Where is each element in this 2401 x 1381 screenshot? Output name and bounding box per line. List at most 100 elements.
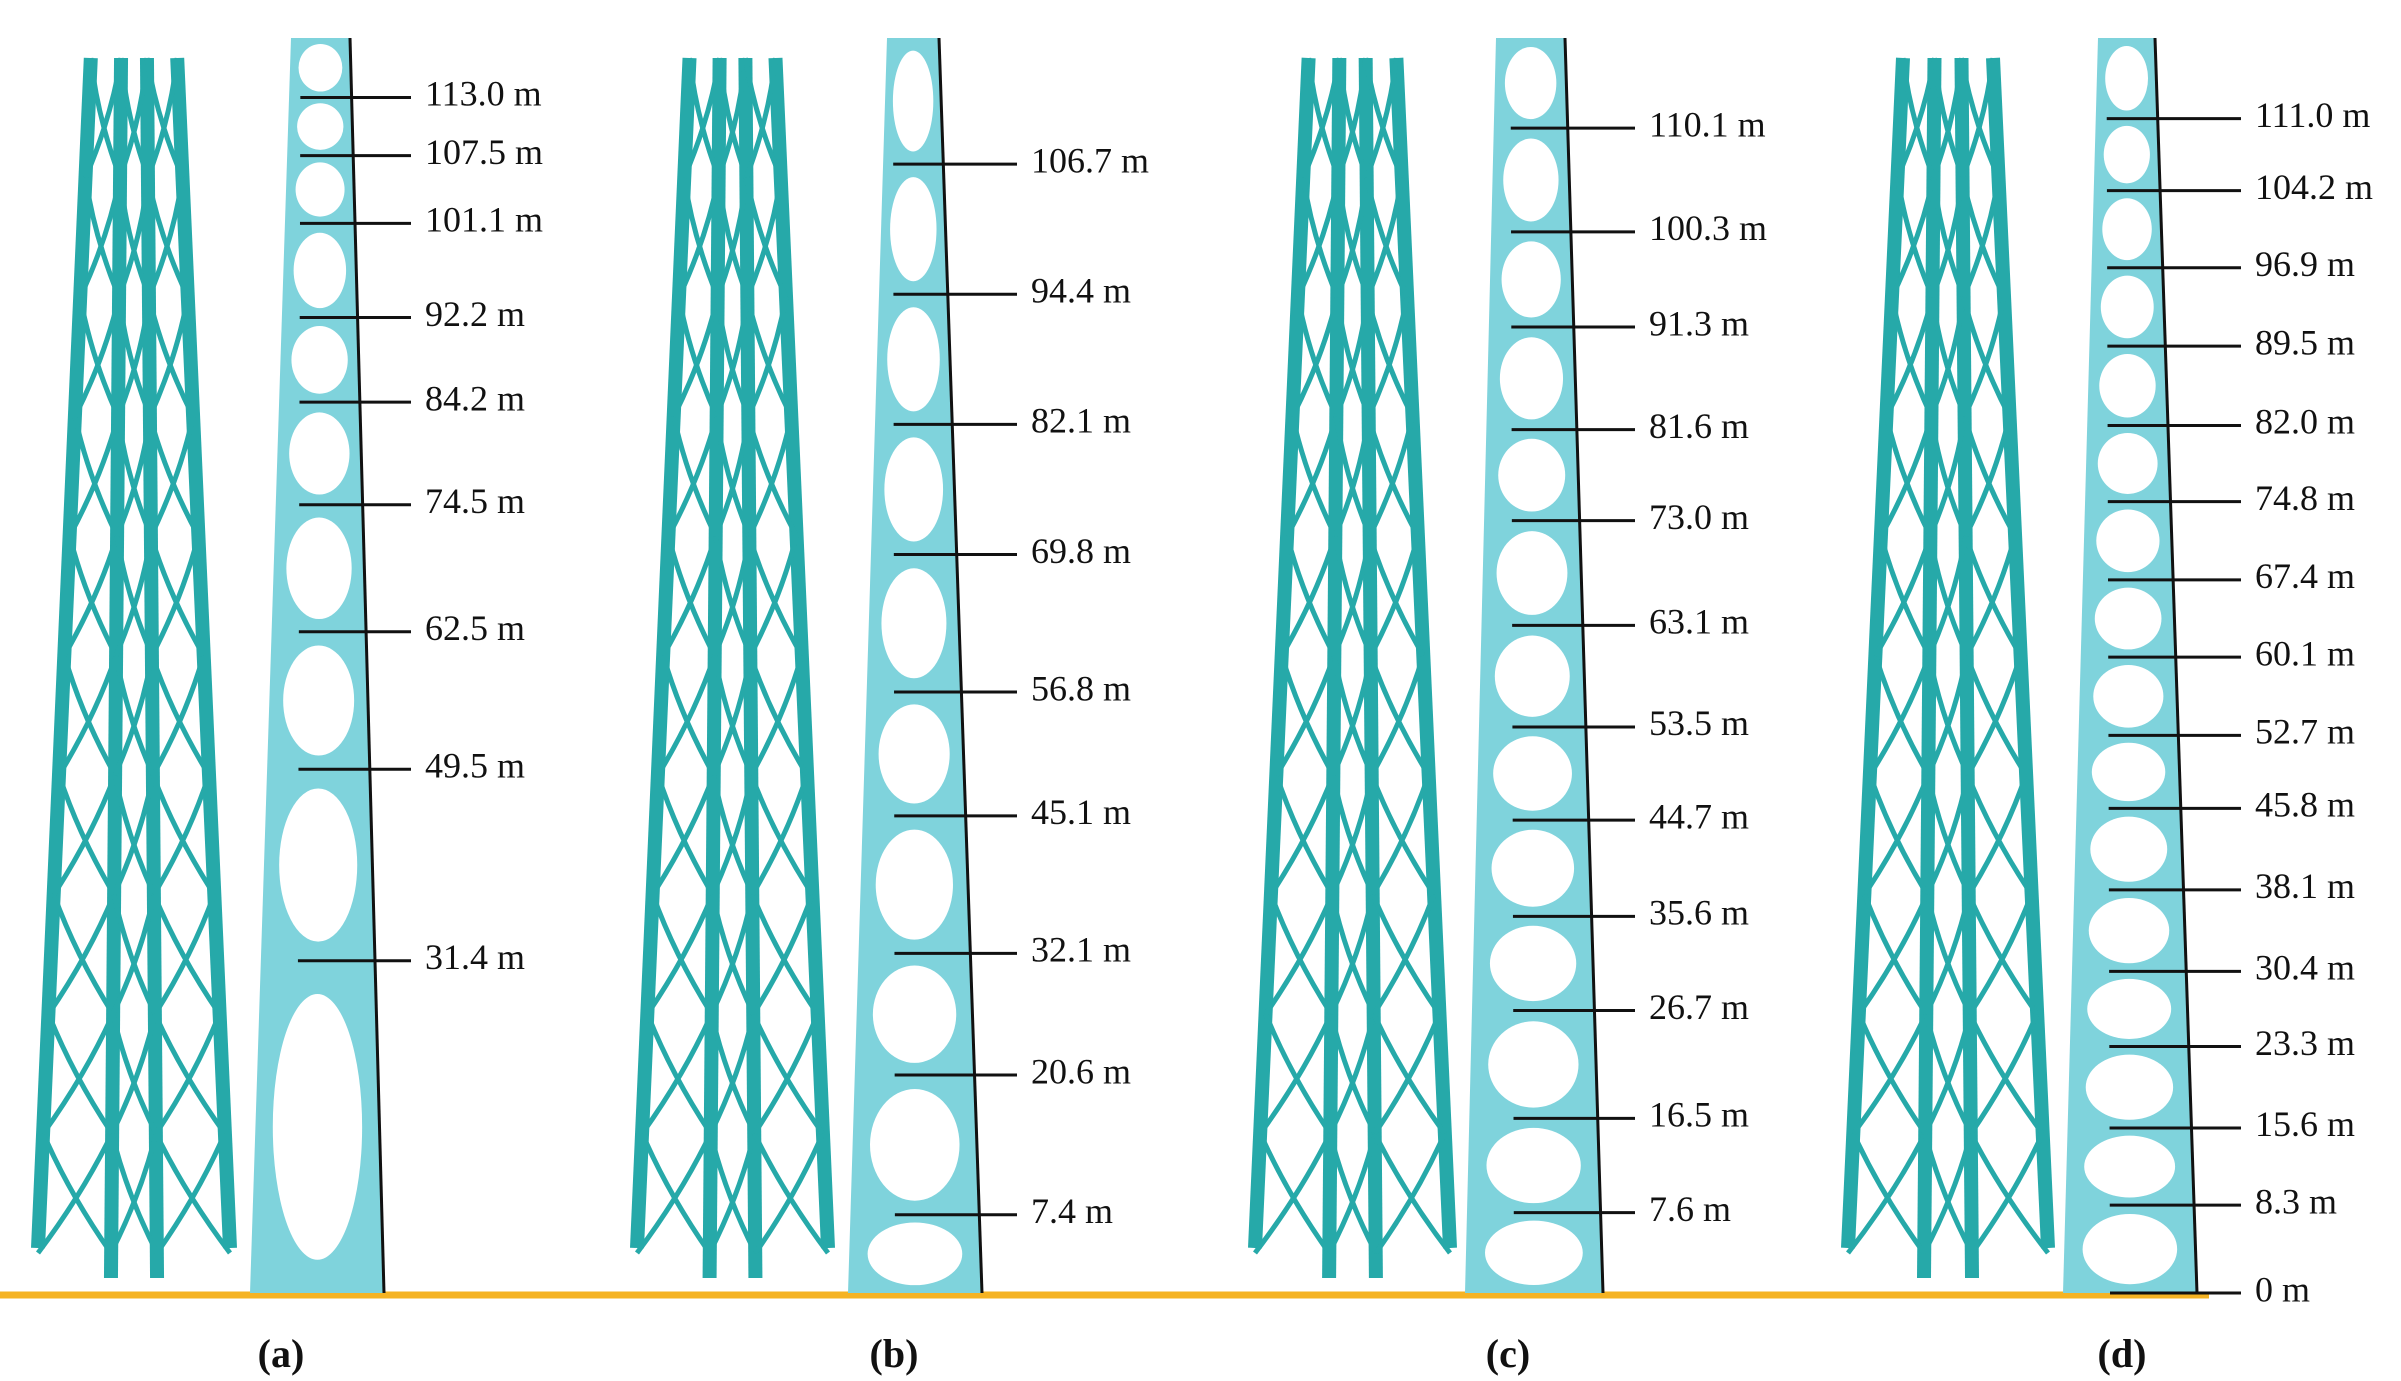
tower-brace <box>1900 57 1936 179</box>
tower-brace <box>114 535 155 657</box>
tower-brace <box>745 415 799 538</box>
tower-brace <box>1335 57 1369 179</box>
level-label: 74.8 m <box>2255 478 2355 518</box>
tower-brace <box>1327 1132 1379 1255</box>
tower-brace <box>1306 57 1341 179</box>
tower-brace <box>145 177 191 299</box>
level-label: 110.1 m <box>1649 104 1766 144</box>
tower-brace <box>655 774 715 896</box>
level-label: 104.2 m <box>2255 167 2373 207</box>
tower-brace <box>83 57 124 179</box>
tower-brace <box>1332 535 1374 657</box>
tower-brace <box>713 416 751 537</box>
tower-brace <box>146 296 196 418</box>
tower-brace <box>1965 774 2034 896</box>
tower-brace <box>1268 774 1336 896</box>
elevation-edge <box>937 37 984 1294</box>
tower-brace <box>1364 176 1410 299</box>
elevation-hole <box>1499 337 1564 420</box>
tower-brace <box>111 774 156 896</box>
tower-brace <box>51 774 118 896</box>
elevation-hole <box>2084 1135 2176 1198</box>
level-label: 0 m <box>2255 1269 2310 1309</box>
tower-brace <box>1367 535 1426 657</box>
elevation-hole <box>2085 1054 2174 1120</box>
tower-brace <box>639 1132 712 1255</box>
tower-brace <box>153 1132 232 1255</box>
tower-brace <box>752 1013 820 1135</box>
tower-brace <box>1923 893 1972 1016</box>
tower-brace <box>114 416 153 537</box>
tower-brace <box>1922 1013 1973 1135</box>
tower-brace <box>147 415 201 538</box>
tower-brace <box>1967 893 2034 1016</box>
tower-brace <box>710 893 756 1016</box>
level-label: 52.7 m <box>2255 712 2355 752</box>
elevation-hole <box>872 965 957 1063</box>
tower-brace <box>1372 1132 1452 1255</box>
tower-brace <box>152 893 217 1016</box>
tower-brace <box>1873 535 1933 657</box>
tower-brace <box>751 893 815 1016</box>
tower-brace <box>117 57 150 179</box>
tower-brace <box>676 177 722 299</box>
elevation-hole <box>887 307 940 412</box>
level-label: 113.0 m <box>425 74 542 114</box>
tower-brace <box>1884 415 1933 538</box>
tower-brace <box>747 535 804 657</box>
tower-brace <box>67 535 119 657</box>
tower-brace <box>1931 57 1964 179</box>
tower-brace <box>1268 893 1334 1016</box>
tower-brace <box>1925 774 1972 896</box>
tower-brace <box>108 1132 159 1255</box>
tower-brace <box>1336 57 1370 179</box>
tower-brace <box>149 654 212 777</box>
level-label: 7.6 m <box>1649 1189 1731 1229</box>
tower-brace <box>1367 415 1415 538</box>
tower-brace <box>1851 1132 1927 1255</box>
tower-brace <box>1963 415 2012 538</box>
tower-brace <box>62 535 120 657</box>
tower-brace <box>51 893 116 1016</box>
tower-brace <box>46 1013 115 1135</box>
tower-3d <box>1841 57 2055 1279</box>
level-label: 44.7 m <box>1649 796 1749 836</box>
tower-brace <box>1922 1132 1975 1255</box>
tower-brace <box>1867 774 1930 896</box>
tower-brace <box>1284 415 1339 538</box>
tower-brace <box>1368 535 1421 657</box>
tower-brace <box>61 654 118 777</box>
panel-caption: (a) <box>258 1331 305 1376</box>
tower-brace <box>650 774 716 896</box>
tower-brace <box>146 177 185 298</box>
tower-brace <box>1284 535 1337 657</box>
tower-brace <box>1365 177 1405 298</box>
elevation-hole <box>1493 736 1572 811</box>
tower-brace <box>36 1132 115 1255</box>
tower-brace <box>708 1132 758 1255</box>
tower-brace <box>1961 177 2001 298</box>
tower-brace <box>753 1132 826 1255</box>
tower-brace <box>1959 57 2001 179</box>
level-label: 45.1 m <box>1031 792 1131 832</box>
tower-3d <box>31 57 237 1279</box>
tower-brace <box>1930 177 1966 298</box>
tower-brace <box>650 893 714 1016</box>
level-label: 92.2 m <box>425 294 525 334</box>
tower-brace <box>1369 654 1426 777</box>
tower-brace <box>748 654 810 777</box>
tower-brace <box>1926 535 1969 657</box>
tower-brace <box>110 1013 159 1135</box>
elevation-hole <box>875 829 953 940</box>
tower-brace <box>1960 57 1996 179</box>
elevation-hole <box>1494 635 1570 717</box>
tower-brace <box>714 296 750 418</box>
tower-brace <box>151 893 222 1016</box>
tower-brace <box>150 774 217 896</box>
elevation-hole <box>2082 1213 2178 1285</box>
elevation-hole <box>1488 1021 1579 1108</box>
tower-brace <box>1960 176 2007 299</box>
tower-brace <box>671 415 718 538</box>
tower-brace <box>747 415 794 538</box>
